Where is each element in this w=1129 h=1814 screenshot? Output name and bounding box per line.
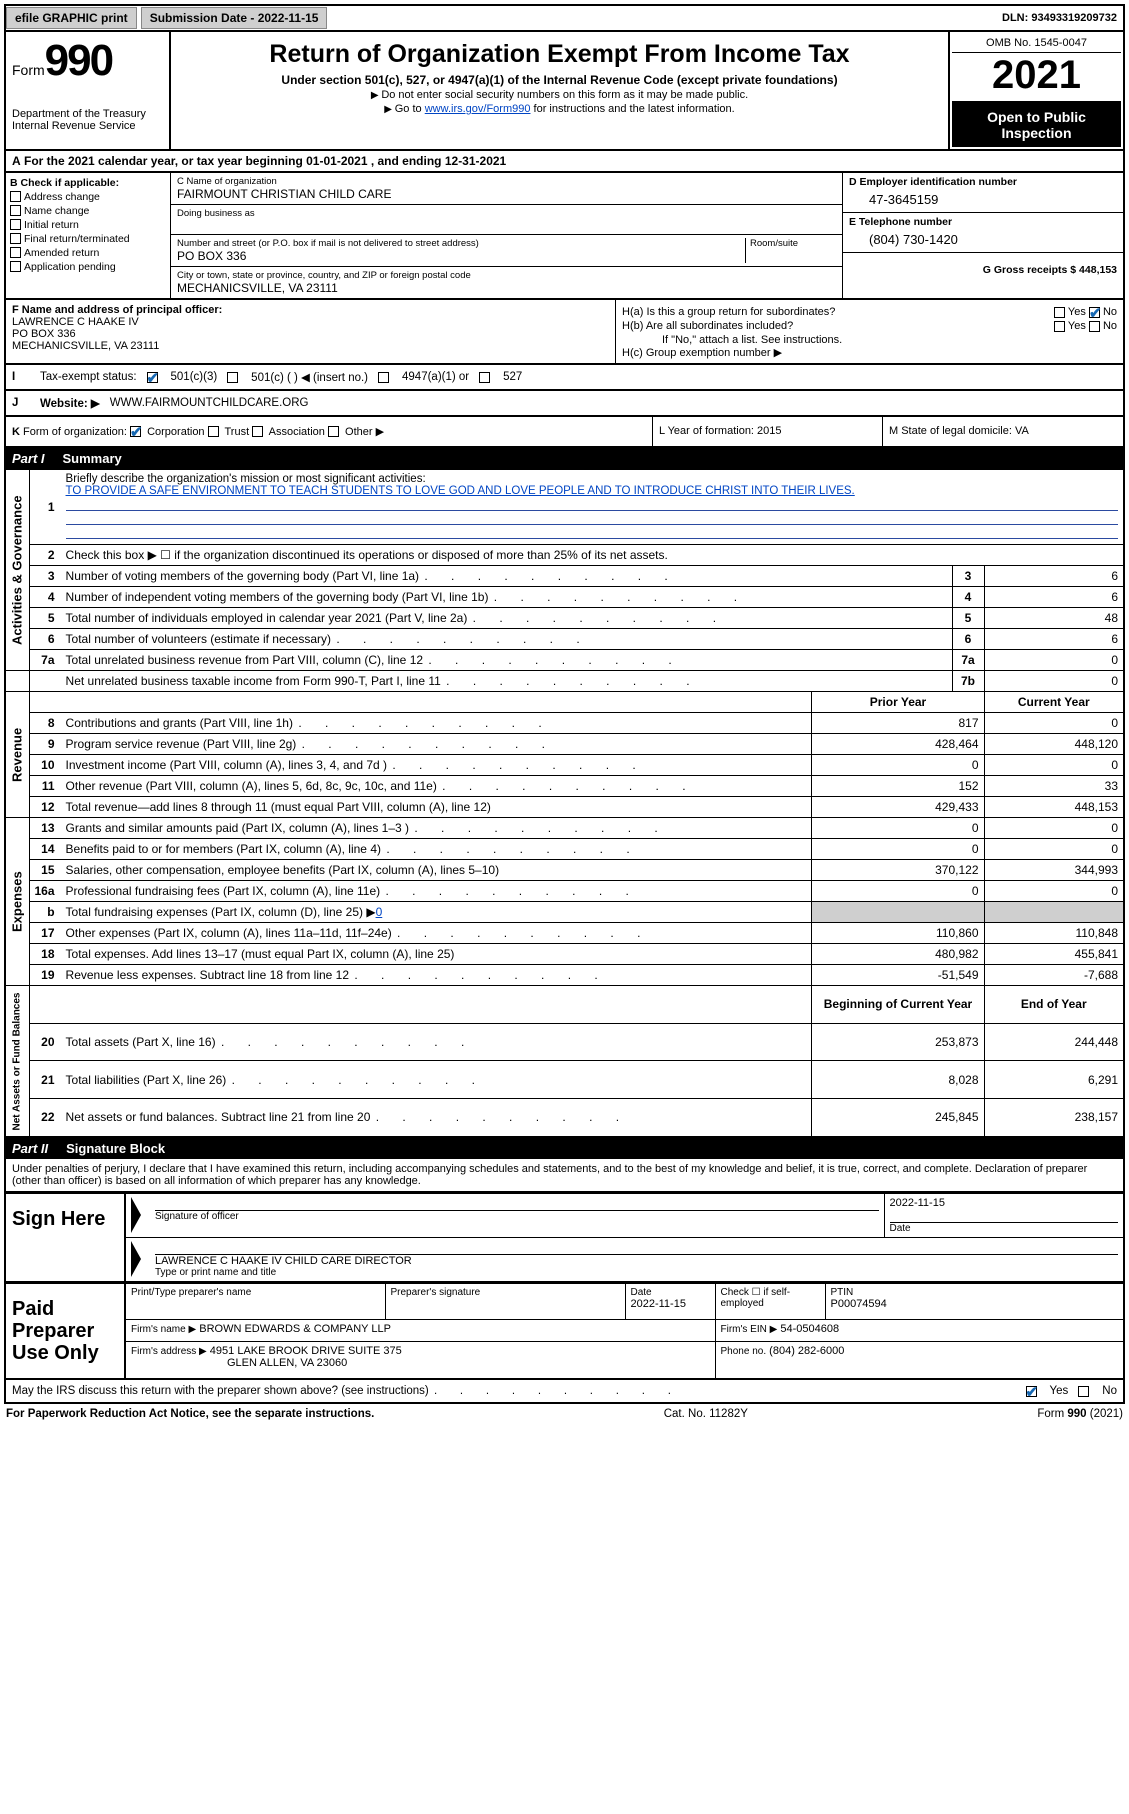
ha-no[interactable]	[1089, 307, 1100, 318]
chk-501c[interactable]	[227, 372, 238, 383]
c-name-value: FAIRMOUNT CHRISTIAN CHILD CARE	[177, 187, 836, 201]
form-header: Form990 Department of the Treasury Inter…	[4, 32, 1125, 151]
hb-yes[interactable]	[1054, 321, 1065, 332]
addr-value: PO BOX 336	[177, 249, 741, 263]
block-BCDE: B Check if applicable: Address change Na…	[4, 173, 1125, 300]
hb-no[interactable]	[1089, 321, 1100, 332]
city-value: MECHANICSVILLE, VA 23111	[177, 281, 836, 295]
hb-note: If "No," attach a list. See instructions…	[622, 334, 1117, 346]
website-value: WWW.FAIRMOUNTCHILDCARE.ORG	[110, 397, 309, 409]
form-title: Return of Organization Exempt From Incom…	[179, 40, 940, 69]
row-a-period: A For the 2021 calendar year, or tax yea…	[4, 151, 1125, 173]
sig-date-label: Date	[890, 1223, 1119, 1234]
ein-label: D Employer identification number	[849, 176, 1117, 188]
cat-no: Cat. No. 11282Y	[664, 1408, 748, 1420]
chk-4947[interactable]	[378, 372, 389, 383]
chk-application-pending[interactable]	[10, 261, 21, 272]
vtab-netassets: Net Assets or Fund Balances	[5, 986, 29, 1138]
dba-label: Doing business as	[177, 208, 836, 219]
chk-527[interactable]	[479, 372, 490, 383]
ein-value: 47-3645159	[849, 188, 1117, 209]
chk-corporation[interactable]	[130, 426, 141, 437]
block-FH: F Name and address of principal officer:…	[4, 300, 1125, 365]
sign-here-label: Sign Here	[5, 1194, 125, 1283]
chk-trust[interactable]	[208, 426, 219, 437]
sig-arrow-icon	[131, 1197, 141, 1233]
submission-date-button[interactable]: Submission Date - 2022-11-15	[141, 7, 328, 29]
paperwork-notice: For Paperwork Reduction Act Notice, see …	[6, 1408, 374, 1420]
addr-label: Number and street (or P.O. box if mail i…	[177, 238, 741, 249]
summary-table: Activities & Governance 1 Briefly descri…	[4, 469, 1125, 1138]
f-label: F Name and address of principal officer:	[12, 304, 609, 316]
sig-arrow-icon-2	[131, 1241, 141, 1277]
ha-yes[interactable]	[1054, 307, 1065, 318]
chk-amended-return[interactable]	[10, 247, 21, 258]
room-label: Room/suite	[750, 238, 836, 249]
penalties-text: Under penalties of perjury, I declare th…	[4, 1159, 1125, 1193]
b-header: B Check if applicable:	[10, 177, 166, 189]
chk-address-change[interactable]	[10, 191, 21, 202]
officer-addr1: PO BOX 336	[12, 328, 609, 340]
form-subtitle: Under section 501(c), 527, or 4947(a)(1)…	[179, 73, 940, 87]
vtab-activities: Activities & Governance	[5, 470, 29, 671]
dln-label: DLN: 93493319209732	[1002, 12, 1123, 24]
mission-text: TO PROVIDE A SAFE ENVIRONMENT TO TEACH S…	[66, 485, 855, 497]
sig-officer-label: Signature of officer	[155, 1211, 879, 1222]
chk-final-return[interactable]	[10, 233, 21, 244]
irs-link[interactable]: www.irs.gov/Form990	[425, 103, 531, 115]
phone-value: (804) 730-1420	[849, 228, 1117, 249]
name-title-label: Type or print name and title	[155, 1267, 1118, 1278]
hb-label: H(b) Are all subordinates included?	[622, 320, 1054, 332]
officer-addr2: MECHANICSVILLE, VA 23111	[12, 340, 609, 352]
page-footer: For Paperwork Reduction Act Notice, see …	[4, 1404, 1125, 1420]
chk-association[interactable]	[252, 426, 263, 437]
year-formation: L Year of formation: 2015	[653, 417, 883, 446]
gross-receipts: G Gross receipts $ 448,153	[849, 256, 1117, 276]
efile-button[interactable]: efile GRAPHIC print	[6, 7, 137, 29]
form-ref: Form 990 (2021)	[1037, 1408, 1123, 1420]
irs-label: Internal Revenue Service	[12, 120, 163, 132]
part-ii-header: Part II Signature Block	[4, 1138, 1125, 1159]
paid-preparer-block: Paid Preparer Use Only Print/Type prepar…	[4, 1283, 1125, 1380]
officer-printed-name: LAWRENCE C HAAKE IV CHILD CARE DIRECTOR	[155, 1255, 1118, 1267]
c-name-label: C Name of organization	[177, 176, 836, 187]
row-I: I Tax-exempt status: 501(c)(3) 501(c) ( …	[4, 365, 1125, 391]
sign-here-block: Sign Here Signature of officer 2022-11-1…	[4, 1193, 1125, 1283]
discuss-yes[interactable]	[1026, 1386, 1037, 1397]
ha-label: H(a) Is this a group return for subordin…	[622, 306, 1054, 318]
discuss-row: May the IRS discuss this return with the…	[4, 1380, 1125, 1404]
state-domicile: M State of legal domicile: VA	[883, 417, 1123, 446]
tax-year: 2021	[952, 53, 1121, 103]
goto-note: Go to www.irs.gov/Form990 for instructio…	[179, 103, 940, 115]
vtab-expenses: Expenses	[5, 818, 29, 986]
part-i-header: Part I Summary	[4, 448, 1125, 469]
topbar: efile GRAPHIC print Submission Date - 20…	[4, 4, 1125, 32]
discuss-no[interactable]	[1078, 1386, 1089, 1397]
chk-501c3[interactable]	[147, 372, 158, 383]
paid-preparer-label: Paid Preparer Use Only	[5, 1284, 125, 1380]
chk-other[interactable]	[328, 426, 339, 437]
chk-name-change[interactable]	[10, 205, 21, 216]
sig-date-value: 2022-11-15	[890, 1197, 1119, 1209]
form-number: Form990	[12, 36, 163, 86]
row-KLM: K Form of organization: Corporation Trus…	[4, 417, 1125, 448]
phone-label: E Telephone number	[849, 216, 1117, 228]
ssn-note: Do not enter social security numbers on …	[179, 89, 940, 101]
vtab-revenue: Revenue	[5, 692, 29, 818]
city-label: City or town, state or province, country…	[177, 270, 836, 281]
hc-label: H(c) Group exemption number ▶	[622, 346, 1117, 359]
officer-name: LAWRENCE C HAAKE IV	[12, 316, 609, 328]
chk-initial-return[interactable]	[10, 219, 21, 230]
omb-number: OMB No. 1545-0047	[952, 34, 1121, 53]
open-inspection: Open to PublicInspection	[952, 103, 1121, 147]
dept-label: Department of the Treasury	[12, 108, 163, 120]
row-J: J Website: ▶ WWW.FAIRMOUNTCHILDCARE.ORG	[4, 391, 1125, 417]
